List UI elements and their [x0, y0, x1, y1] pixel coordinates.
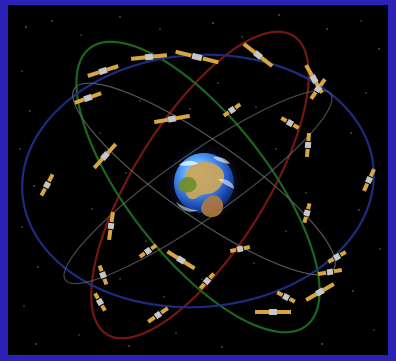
satellite — [242, 42, 274, 68]
satellite — [74, 91, 102, 105]
satellite — [327, 250, 347, 264]
orbit-green — [75, 40, 321, 334]
satellite — [93, 292, 107, 312]
satellite — [107, 211, 115, 241]
satellite — [255, 309, 291, 315]
satellite — [317, 267, 343, 277]
satellite — [97, 264, 109, 286]
satellite — [166, 249, 196, 271]
satellites — [39, 42, 376, 324]
space-scene — [19, 14, 381, 348]
satellite — [305, 282, 335, 302]
satellite — [130, 53, 168, 61]
earth — [164, 143, 244, 223]
satellite — [302, 202, 312, 224]
orbit-red — [90, 30, 310, 340]
satellite — [280, 116, 300, 130]
satellite — [87, 64, 119, 78]
satellite — [39, 173, 55, 197]
satellite — [362, 168, 376, 192]
satellite — [222, 102, 242, 118]
satellite — [309, 78, 327, 100]
satellite — [147, 306, 169, 324]
satellite — [92, 142, 118, 170]
earth-land — [201, 195, 224, 218]
earth-land — [178, 176, 197, 193]
satellite — [153, 113, 191, 125]
satellite — [198, 272, 216, 290]
satellite — [229, 244, 251, 254]
satellite — [138, 243, 158, 259]
satellite — [175, 49, 219, 65]
satellite — [304, 132, 312, 158]
satellite — [276, 290, 296, 304]
earth-land — [185, 161, 225, 200]
